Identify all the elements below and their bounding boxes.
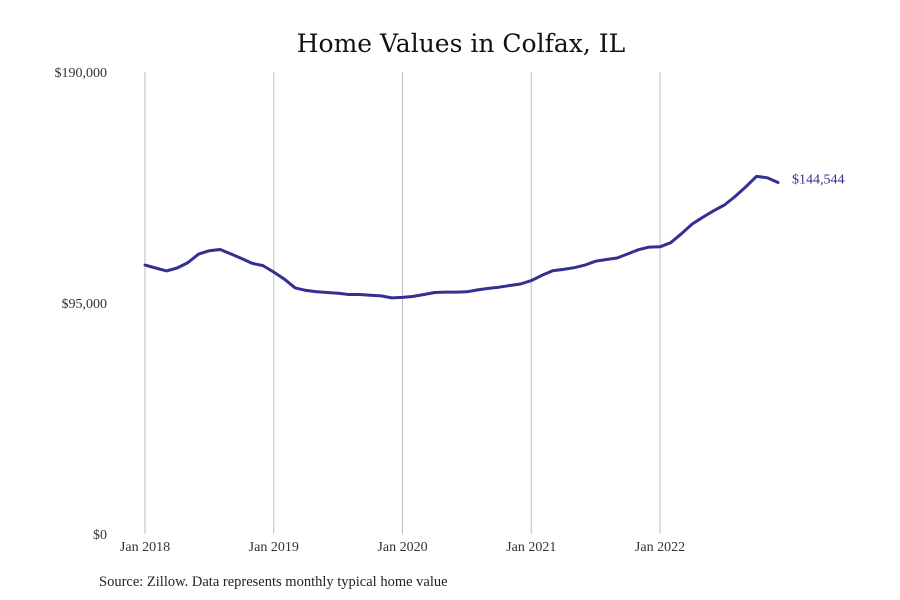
chart-title: Home Values in Colfax, IL [297, 29, 625, 58]
x-tick-label: Jan 2021 [506, 540, 556, 555]
grid-lines [144, 72, 661, 534]
y-tick-label: $190,000 [55, 66, 108, 81]
y-tick-label: $0 [93, 528, 107, 543]
x-axis-ticks: Jan 2018 Jan 2019 Jan 2020 Jan 2021 Jan 2022 [120, 540, 685, 555]
x-tick-label: Jan 2019 [249, 540, 299, 555]
series-line [143, 174, 780, 300]
y-tick-label: $95,000 [62, 297, 108, 312]
y-axis-ticks: $190,000 $95,000 $0 [55, 66, 108, 543]
x-tick-label: Jan 2018 [120, 540, 170, 555]
x-tick-label: Jan 2020 [377, 540, 427, 555]
source-note: Source: Zillow. Data represents monthly … [99, 574, 448, 590]
x-tick-label: Jan 2022 [635, 540, 685, 555]
last-value-label: $144,544 [792, 173, 845, 188]
